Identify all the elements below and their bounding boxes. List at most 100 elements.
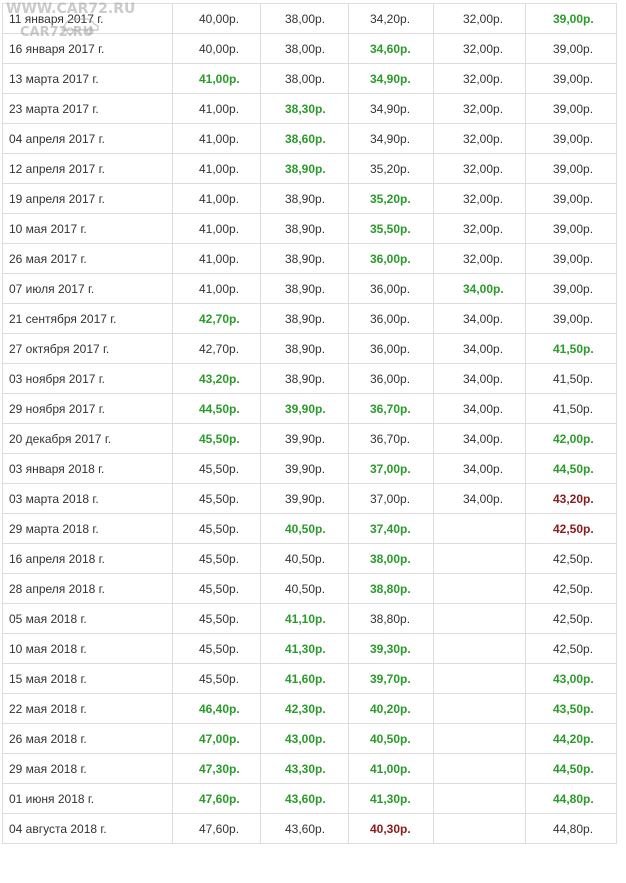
table-row: 03 ноября 2017 г. 43,20р. 38,90р. 36,00р. 34… (2, 363, 617, 394)
price-cell: 39,00р. (525, 63, 617, 94)
price-cell: 35,20р. (348, 183, 434, 214)
price-value: 41,50р. (553, 341, 594, 356)
price-cell: 36,00р. (348, 303, 434, 334)
price-value: 39,30р. (370, 641, 411, 656)
watermark: WWW.CAR72.RU CAR72.RU (6, 0, 135, 42)
price-cell: 43,00р. (525, 663, 617, 694)
price-value: 45,50р. (199, 581, 240, 596)
table-row: 03 марта 2018 г. 45,50р. 39,90р. 37,00р. 34,… (2, 483, 617, 514)
price-cell: 37,00р. (348, 483, 434, 514)
price-cell: 37,40р. (348, 513, 434, 544)
date-cell: 20 декабря 2017 г. (2, 423, 173, 454)
price-cell: 43,00р. (260, 723, 349, 754)
table-row: 15 мая 2018 г. 45,50р. 41,60р. 39,70р. 43,00… (2, 663, 617, 694)
price-value: 38,80р. (370, 581, 411, 596)
price-cell: 40,50р. (348, 723, 434, 754)
price-cell: 45,50р. (172, 483, 261, 514)
price-cell (433, 723, 526, 754)
price-value: 38,90р. (285, 191, 326, 206)
price-cell: 34,00р. (433, 303, 526, 334)
price-cell: 36,70р. (348, 423, 434, 454)
price-cell: 39,30р. (348, 633, 434, 664)
price-cell: 44,50р. (172, 393, 261, 424)
price-value: 37,00р. (370, 491, 411, 506)
price-cell: 40,00р. (172, 3, 261, 34)
table-row: 12 апреля 2017 г. 41,00р. 38,90р. 35,20р. 32… (2, 153, 617, 184)
price-cell: 34,20р. (348, 3, 434, 34)
table-row: 03 января 2018 г. 45,50р. 39,90р. 37,00р. 34… (2, 453, 617, 484)
price-value: 32,00р. (463, 71, 504, 86)
price-value: 42,50р. (553, 521, 594, 536)
price-value: 43,00р. (285, 731, 326, 746)
price-cell: 35,20р. (348, 153, 434, 184)
price-value: 42,70р. (199, 341, 240, 356)
table-row: 04 апреля 2017 г. 41,00р. 38,60р. 34,90р. 32… (2, 123, 617, 154)
table-row: 07 июля 2017 г. 41,00р. 38,90р. 36,00р. 34,0… (2, 273, 617, 304)
price-value: 41,00р. (199, 101, 240, 116)
price-cell: 39,90р. (260, 453, 349, 484)
price-value: 34,90р. (370, 71, 411, 86)
price-value: 34,90р. (370, 101, 411, 116)
price-cell: 45,50р. (172, 663, 261, 694)
table-row: 28 апреля 2018 г. 45,50р. 40,50р. 38,80р. 42… (2, 573, 617, 604)
price-cell: 45,50р. (172, 573, 261, 604)
price-cell: 32,00р. (433, 93, 526, 124)
price-value: 36,00р. (370, 371, 411, 386)
price-value: 45,50р. (199, 551, 240, 566)
price-value: 42,50р. (553, 611, 594, 626)
price-cell: 44,50р. (525, 753, 617, 784)
price-cell: 38,90р. (260, 213, 349, 244)
table-row: 29 марта 2018 г. 45,50р. 40,50р. 37,40р. 42,… (2, 513, 617, 544)
date-cell: 19 апреля 2017 г. (2, 183, 173, 214)
price-value: 45,50р. (199, 431, 240, 446)
price-cell: 36,70р. (348, 393, 434, 424)
price-value: 32,00р. (463, 221, 504, 236)
price-value: 46,40р. (199, 701, 240, 716)
price-value: 36,70р. (370, 401, 411, 416)
price-cell: 37,00р. (348, 453, 434, 484)
date-cell: 29 марта 2018 г. (2, 513, 173, 544)
price-cell: 34,90р. (348, 93, 434, 124)
price-value: 34,00р. (463, 461, 504, 476)
price-value: 35,20р. (370, 191, 411, 206)
price-value: 40,00р. (199, 11, 240, 26)
price-cell: 42,50р. (525, 603, 617, 634)
table-row: 20 декабря 2017 г. 45,50р. 39,90р. 36,70р. 3… (2, 423, 617, 454)
price-cell: 42,30р. (260, 693, 349, 724)
price-value: 37,40р. (370, 521, 411, 536)
price-cell: 41,00р. (172, 243, 261, 274)
price-value: 41,00р. (199, 191, 240, 206)
price-value: 35,20р. (370, 161, 411, 176)
price-cell: 45,50р. (172, 453, 261, 484)
date-cell: 28 апреля 2018 г. (2, 573, 173, 604)
price-cell: 39,90р. (260, 393, 349, 424)
price-cell: 38,30р. (260, 93, 349, 124)
price-cell: 34,00р. (433, 453, 526, 484)
price-value: 45,50р. (199, 521, 240, 536)
price-history-table-container: 11 января 2017 г. 40,00р. 38,00р. 34,20р. 32… (2, 3, 617, 844)
price-cell: 32,00р. (433, 243, 526, 274)
table-row: 26 мая 2018 г. 47,00р. 43,00р. 40,50р. 44,20… (2, 723, 617, 754)
price-cell: 34,90р. (348, 63, 434, 94)
price-value: 41,00р. (370, 761, 411, 776)
price-cell: 41,50р. (525, 333, 617, 364)
price-value: 39,90р. (285, 491, 326, 506)
price-value: 39,00р. (553, 161, 594, 176)
price-value: 41,30р. (370, 791, 411, 806)
price-value: 42,00р. (553, 431, 594, 446)
price-cell (433, 603, 526, 634)
price-value: 38,00р. (370, 551, 411, 566)
price-value: 38,60р. (285, 131, 326, 146)
price-cell: 34,60р. (348, 33, 434, 64)
table-row: 10 мая 2017 г. 41,00р. 38,90р. 35,50р. 32,00… (2, 213, 617, 244)
price-value: 36,00р. (370, 251, 411, 266)
price-cell (433, 813, 526, 844)
price-cell: 42,50р. (525, 513, 617, 544)
price-cell: 38,90р. (260, 273, 349, 304)
price-value: 40,20р. (370, 701, 411, 716)
price-value: 47,00р. (199, 731, 240, 746)
watermark-line-2: CAR72.RU (20, 25, 94, 40)
price-cell: 43,60р. (260, 783, 349, 814)
price-cell: 36,00р. (348, 243, 434, 274)
price-cell: 44,50р. (525, 453, 617, 484)
